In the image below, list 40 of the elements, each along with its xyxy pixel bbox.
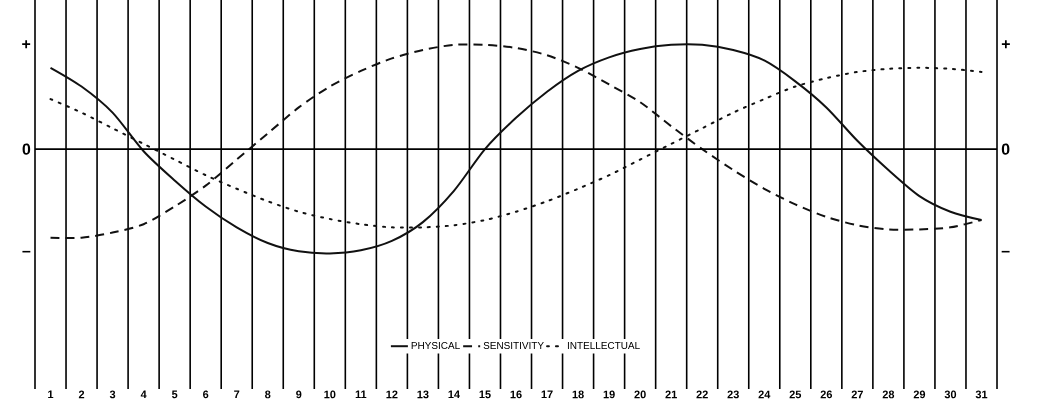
x-tick-label: 17 — [541, 390, 553, 399]
x-tick-label: 12 — [386, 390, 398, 399]
text: + — [22, 40, 31, 49]
x-tick-label: 6 — [203, 390, 209, 399]
x-tick-label: 4 — [140, 390, 147, 399]
legend-label: INTELLECTUAL — [567, 341, 640, 350]
x-tick-label: 14 — [448, 390, 460, 399]
x-tick-label: 21 — [665, 390, 677, 399]
x-tick-label: 31 — [975, 390, 988, 399]
text: 0 — [22, 143, 31, 155]
x-tick-label: 30 — [944, 390, 957, 399]
x-tick-label: 24 — [758, 390, 771, 399]
x-tick-label: 5 — [171, 390, 178, 399]
x-tick-label: 19 — [603, 390, 615, 399]
text: – — [1001, 250, 1010, 253]
text: – — [22, 250, 31, 253]
x-tick-label: 11 — [355, 390, 367, 399]
x-tick-label: 23 — [727, 390, 739, 399]
text: + — [1001, 40, 1010, 49]
legend-label: PHYSICAL — [411, 341, 460, 350]
x-tick-label: 29 — [913, 390, 926, 399]
x-tick-label: 15 — [479, 390, 491, 399]
x-tick-label: 16 — [510, 390, 522, 399]
legend-label: SENSITIVITY — [483, 341, 544, 350]
x-tick-label: 26 — [820, 390, 833, 399]
x-tick-label: 1 — [48, 390, 54, 399]
x-tick-label: 2 — [78, 390, 85, 399]
x-tick-label: 13 — [417, 390, 429, 399]
x-tick-label: 18 — [572, 390, 584, 399]
text: 0 — [1001, 143, 1010, 155]
x-tick-label: 9 — [296, 390, 302, 399]
x-tick-label: 8 — [265, 390, 271, 399]
x-tick-label: 22 — [696, 390, 708, 399]
x-tick-label: 25 — [789, 390, 802, 399]
x-tick-label: 20 — [634, 390, 646, 399]
x-tick-label: 10 — [324, 390, 336, 399]
x-tick-label: 7 — [234, 390, 240, 399]
x-tick-label: 28 — [882, 390, 895, 399]
x-tick-label: 3 — [109, 390, 116, 399]
x-tick-label: 27 — [851, 390, 863, 399]
